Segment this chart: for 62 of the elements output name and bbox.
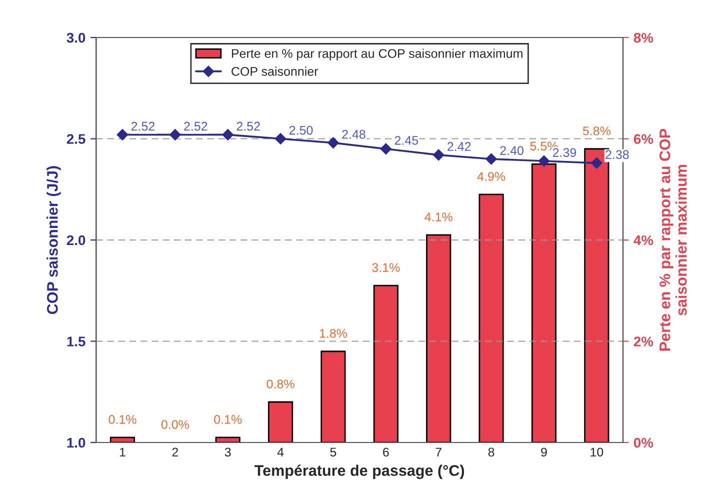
y2-tick-label: 8%: [634, 32, 654, 43]
point: [222, 129, 234, 140]
point: [432, 149, 444, 161]
x-tick-label: 2: [172, 448, 178, 456]
data-label: 3.1%: [372, 263, 400, 272]
point: [328, 137, 339, 148]
point: [170, 129, 181, 140]
bar: [373, 284, 398, 442]
y-tick-label: 2.0: [66, 235, 86, 246]
data-label: 0.8%: [266, 380, 294, 388]
y-tick-label: 3.0: [66, 32, 86, 43]
y-tick-label: 1.0: [67, 438, 86, 448]
data-label: 2.38: [606, 150, 629, 160]
point: [591, 157, 602, 169]
data-label: 0.0%: [161, 420, 189, 429]
bar: [268, 401, 294, 442]
legend-label: Perte en % par rapport au COP saisonnier maximum: [232, 48, 522, 60]
data-label: 2.48: [342, 130, 366, 139]
x-tick-label: 8: [488, 448, 494, 457]
y2-tick-label: 6%: [634, 134, 654, 144]
bar: [320, 350, 346, 442]
y-axis-title: COP saisonnier (J/J): [46, 166, 61, 314]
data-label: 2.50: [289, 126, 313, 135]
point: [538, 155, 550, 167]
point: [116, 129, 128, 140]
bar: [215, 436, 240, 442]
point: [380, 143, 392, 154]
data-label: 4.1%: [424, 212, 452, 222]
x-tick-label: 9: [541, 448, 547, 457]
x-tick-label: 5: [330, 448, 336, 457]
data-label: 4.9%: [477, 172, 506, 181]
x-tick-label: 1: [120, 448, 126, 456]
x-axis-title: Température de passage (°C): [254, 464, 464, 480]
bar: [478, 194, 504, 442]
y2-tick-label: 2%: [634, 336, 654, 346]
y-tick-label: 2.5: [66, 134, 86, 144]
y-tick-label: 1.5: [67, 336, 86, 346]
y2-tick-label: 4%: [634, 235, 654, 246]
x-tick-label: 6: [383, 448, 389, 457]
bar: [426, 234, 452, 442]
bar: [110, 436, 136, 442]
x-tick-label: 7: [436, 448, 442, 456]
point: [274, 133, 286, 144]
y2-tick-label: 0%: [634, 438, 654, 448]
data-label: 0.1%: [108, 415, 136, 424]
data-label: 0.1%: [214, 415, 242, 424]
data-label: 1.8%: [320, 328, 348, 338]
data-label: 2.40: [500, 146, 524, 155]
x-tick-label: 4: [277, 448, 284, 456]
data-label: 5.8%: [582, 126, 610, 136]
data-label: 2.52: [131, 122, 154, 131]
data-label: 2.52: [184, 122, 208, 131]
data-label: 2.42: [448, 142, 471, 151]
x-tick-label: 3: [224, 448, 231, 457]
x-tick-label: 10: [590, 448, 604, 457]
data-label: 2.39: [552, 148, 576, 157]
legend-label: COP saisonnier: [232, 66, 318, 76]
point: [486, 153, 497, 165]
data-label: 2.52: [236, 122, 260, 131]
y2-axis-title: Perte en % par rapport au COP saisonnier maximum: [659, 128, 687, 351]
bar: [531, 163, 557, 442]
data-label: 2.45: [394, 136, 418, 145]
